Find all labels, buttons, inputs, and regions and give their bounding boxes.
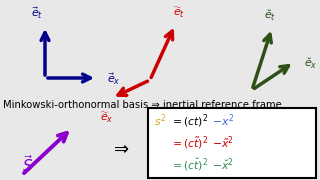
Text: $= (c\tilde{t})^2$: $= (c\tilde{t})^2$ (170, 135, 208, 151)
Text: $- \breve{x}^2$: $- \breve{x}^2$ (212, 157, 234, 173)
Text: Minkowski-orthonormal basis ⇒ inertial reference frame.: Minkowski-orthonormal basis ⇒ inertial r… (3, 100, 285, 110)
Text: $\vec{S}$: $\vec{S}$ (22, 154, 34, 176)
Text: $\breve{e}_t$: $\breve{e}_t$ (264, 8, 276, 23)
Text: $\vec{e}_x$: $\vec{e}_x$ (107, 71, 121, 87)
Text: $\widetilde{e}_t$: $\widetilde{e}_t$ (173, 5, 185, 20)
FancyBboxPatch shape (148, 108, 316, 178)
Text: $s^2$: $s^2$ (154, 113, 166, 129)
Text: $\Rightarrow$: $\Rightarrow$ (110, 139, 130, 157)
Text: $\widetilde{e}_x$: $\widetilde{e}_x$ (100, 110, 114, 125)
Text: $= (ct)^2$: $= (ct)^2$ (170, 112, 208, 130)
Text: $- x^2$: $- x^2$ (212, 113, 234, 129)
Text: $\breve{e}_x$: $\breve{e}_x$ (304, 57, 318, 71)
Text: $- \tilde{x}^2$: $- \tilde{x}^2$ (212, 135, 234, 151)
Text: $\vec{e}_t$: $\vec{e}_t$ (31, 5, 43, 21)
Text: $= (c\breve{t})^2$: $= (c\breve{t})^2$ (170, 157, 208, 173)
